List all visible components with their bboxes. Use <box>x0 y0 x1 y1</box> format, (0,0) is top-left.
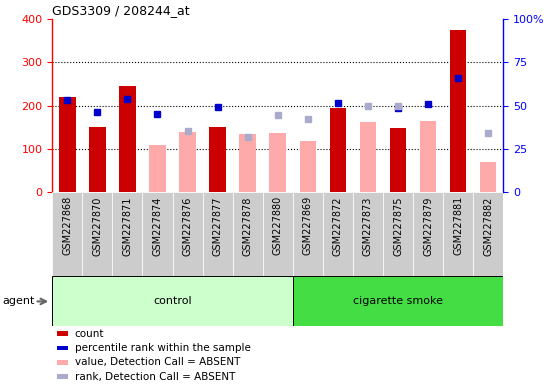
Bar <box>112 192 142 276</box>
Bar <box>82 192 112 276</box>
Text: count: count <box>75 329 104 339</box>
Bar <box>57 331 68 336</box>
Bar <box>59 97 75 192</box>
Text: GSM227880: GSM227880 <box>273 196 283 255</box>
Bar <box>210 127 226 192</box>
Bar <box>149 146 166 192</box>
Text: GSM227873: GSM227873 <box>363 196 373 256</box>
Text: rank, Detection Call = ABSENT: rank, Detection Call = ABSENT <box>75 372 235 382</box>
Text: GSM227881: GSM227881 <box>453 196 463 255</box>
Bar <box>293 276 503 326</box>
Bar <box>293 192 323 276</box>
Text: percentile rank within the sample: percentile rank within the sample <box>75 343 251 353</box>
Text: GSM227870: GSM227870 <box>92 196 102 256</box>
Bar <box>173 192 202 276</box>
Text: GSM227868: GSM227868 <box>62 196 72 255</box>
Text: GSM227872: GSM227872 <box>333 196 343 256</box>
Text: GDS3309 / 208244_at: GDS3309 / 208244_at <box>52 3 190 17</box>
Text: GSM227879: GSM227879 <box>423 196 433 256</box>
Bar <box>383 192 413 276</box>
Bar <box>142 192 173 276</box>
Bar <box>323 192 353 276</box>
Bar <box>473 192 503 276</box>
Bar <box>57 374 68 379</box>
Text: GSM227875: GSM227875 <box>393 196 403 256</box>
Bar <box>52 276 293 326</box>
Bar <box>360 122 376 192</box>
Bar <box>233 192 263 276</box>
Bar <box>179 131 196 192</box>
Bar <box>443 192 473 276</box>
Bar <box>413 192 443 276</box>
Bar <box>390 128 406 192</box>
Bar <box>420 121 436 192</box>
Bar <box>57 346 68 350</box>
Bar <box>202 192 233 276</box>
Text: control: control <box>153 296 192 306</box>
Text: GSM227874: GSM227874 <box>152 196 162 256</box>
Bar <box>57 360 68 365</box>
Bar <box>300 141 316 192</box>
Text: GSM227871: GSM227871 <box>123 196 133 256</box>
Text: GSM227877: GSM227877 <box>213 196 223 256</box>
Bar <box>119 86 136 192</box>
Text: GSM227876: GSM227876 <box>183 196 192 256</box>
Text: agent: agent <box>3 296 35 306</box>
Text: value, Detection Call = ABSENT: value, Detection Call = ABSENT <box>75 358 240 367</box>
Bar <box>450 30 466 192</box>
Bar <box>480 162 497 192</box>
Bar <box>89 127 106 192</box>
Text: GSM227869: GSM227869 <box>303 196 313 255</box>
Bar <box>270 133 286 192</box>
Text: GSM227882: GSM227882 <box>483 196 493 256</box>
Bar <box>239 134 256 192</box>
Text: GSM227878: GSM227878 <box>243 196 252 256</box>
Bar <box>353 192 383 276</box>
Bar <box>329 108 346 192</box>
Bar <box>52 192 82 276</box>
Bar <box>263 192 293 276</box>
Text: cigarette smoke: cigarette smoke <box>353 296 443 306</box>
